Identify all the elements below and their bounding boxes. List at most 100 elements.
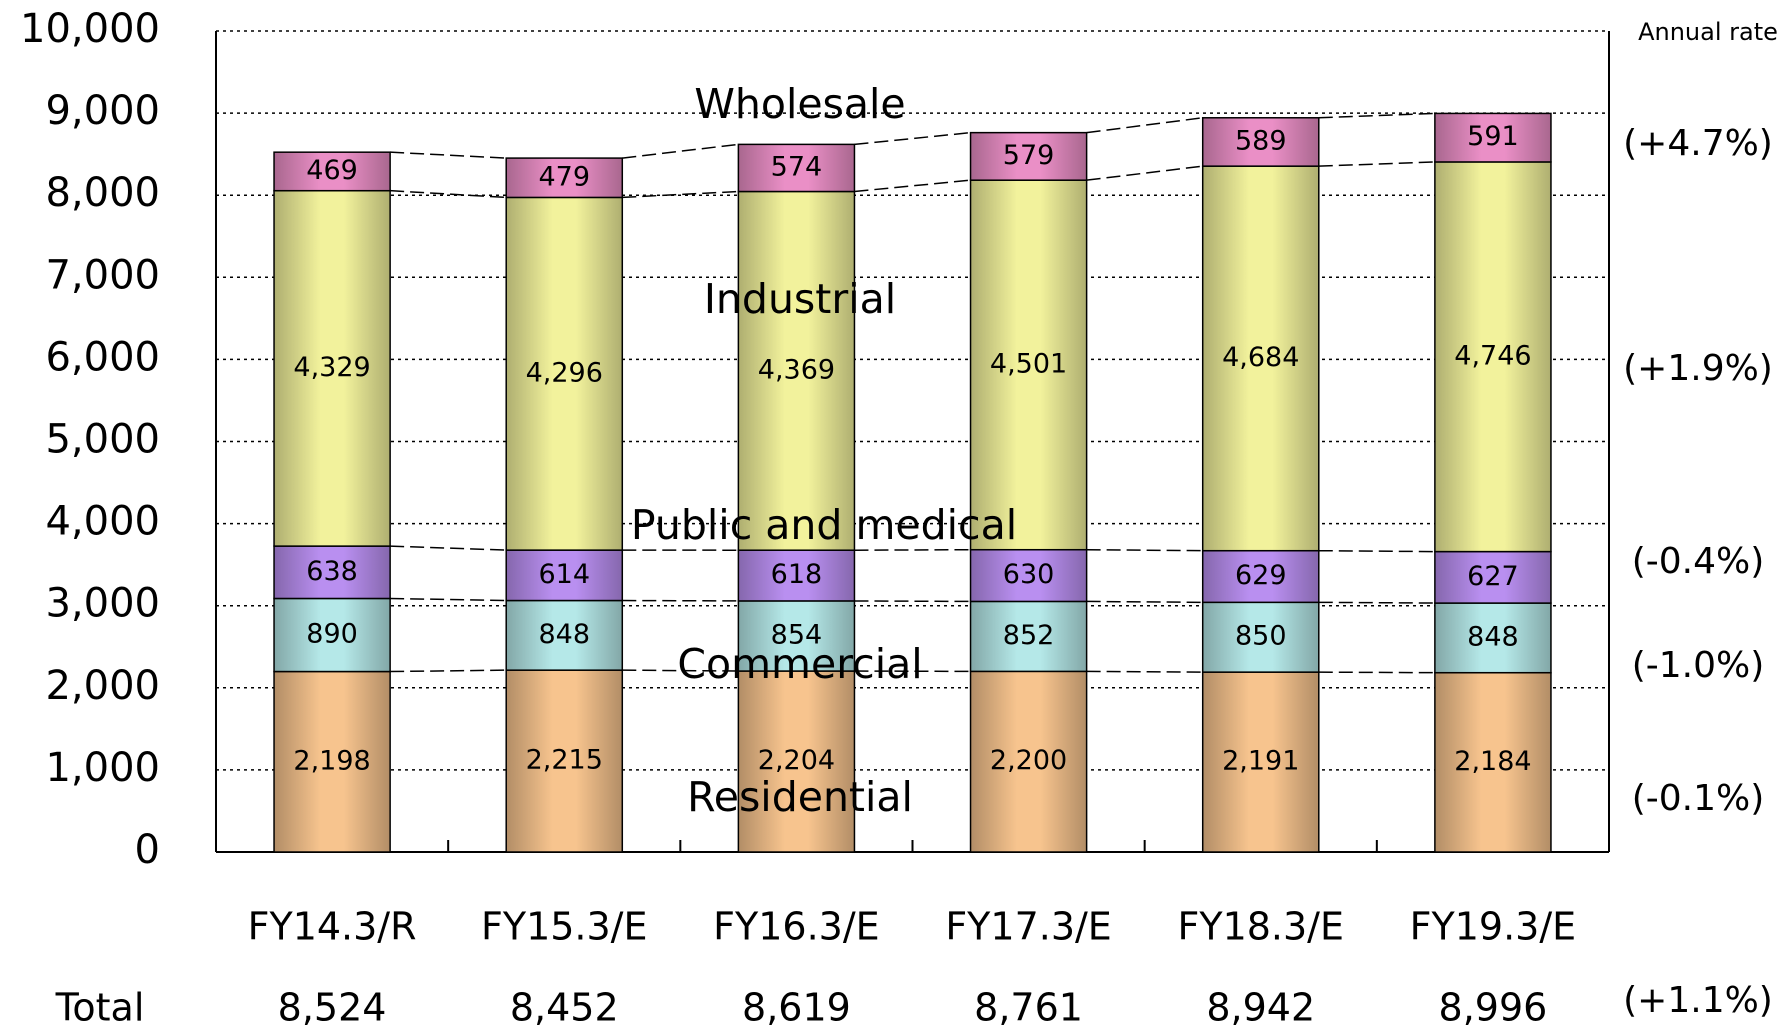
x-tick-label: FY14.3/R (248, 905, 417, 949)
x-tick-label: FY16.3/E (713, 905, 880, 949)
rate-label: (-1.0%) (1632, 645, 1765, 686)
value-label: 4,501 (990, 348, 1067, 379)
bar-shade (274, 598, 391, 672)
bar-shade (506, 600, 623, 671)
series-label: Residential (687, 773, 913, 821)
bar-shade (1434, 551, 1551, 604)
rate-label: (-0.4%) (1632, 541, 1765, 582)
y-tick-label: 6,000 (45, 334, 160, 380)
value-label: 2,191 (1222, 746, 1299, 777)
total-label: 8,996 (1439, 986, 1548, 1029)
value-label: 852 (1003, 620, 1055, 651)
bar-shade (738, 191, 855, 551)
x-tick-label: FY17.3/E (945, 905, 1112, 949)
connector-line (390, 545, 507, 551)
y-tick-label: 2,000 (45, 663, 160, 709)
connector-line (1086, 165, 1203, 181)
connector-line (390, 151, 507, 159)
value-label: 848 (538, 619, 590, 650)
total-label: 8,524 (278, 986, 387, 1029)
x-tick-label: FY19.3/E (1410, 905, 1577, 949)
total-label: 8,942 (1206, 986, 1315, 1029)
total-label: 8,761 (974, 986, 1083, 1029)
value-label: 2,198 (293, 745, 370, 776)
value-label: 2,184 (1454, 746, 1531, 777)
value-label: 850 (1235, 621, 1287, 652)
series-label: Commercial (677, 640, 922, 688)
connector-line (1318, 112, 1435, 119)
bar-shade (970, 671, 1087, 852)
value-label: 589 (1235, 125, 1287, 156)
value-label: 579 (1003, 140, 1055, 171)
value-label: 2,204 (758, 745, 835, 776)
value-label: 854 (771, 619, 823, 650)
connector-line (1318, 601, 1435, 604)
value-label: 618 (771, 559, 823, 590)
rate-label: (+1.9%) (1623, 348, 1773, 389)
bar-shade (970, 180, 1087, 550)
connector-line (622, 143, 739, 159)
y-tick-label: 10,000 (20, 6, 160, 52)
bar-shade (274, 671, 391, 852)
bar-shade (506, 550, 623, 601)
value-label: 2,200 (990, 745, 1067, 776)
bar-shade (1202, 672, 1319, 852)
value-label: 848 (1467, 621, 1519, 652)
bar-shade (1202, 166, 1319, 551)
y-tick-label: 7,000 (45, 252, 160, 298)
rate-label: (-0.1%) (1632, 778, 1765, 819)
value-label: 4,746 (1454, 340, 1531, 371)
connector-line (1086, 670, 1203, 673)
value-label: 469 (306, 155, 358, 186)
y-tick-label: 4,000 (45, 499, 160, 545)
bar-shade (274, 546, 391, 599)
connector-line (854, 179, 971, 193)
bar-shade (738, 600, 855, 672)
bar-shade (970, 132, 1087, 181)
bar-shade (970, 549, 1087, 602)
total-label: 8,619 (742, 986, 851, 1029)
value-label: 574 (771, 151, 823, 182)
value-label: 2,215 (526, 745, 603, 776)
bar-shade (1202, 602, 1319, 673)
bar-shade (970, 601, 1087, 672)
bar-shade (738, 144, 855, 192)
bar-shade (1434, 603, 1551, 673)
value-label: 4,329 (293, 352, 370, 383)
x-tick-label: FY18.3/E (1178, 905, 1345, 949)
y-tick-label: 1,000 (45, 745, 160, 791)
bar-shade (506, 197, 623, 551)
value-label: 638 (306, 556, 358, 587)
bar-shade (738, 550, 855, 601)
x-tick-label: FY15.3/E (481, 905, 648, 949)
rate-header: Annual rate (1638, 18, 1778, 46)
y-tick-label: 8,000 (45, 170, 160, 216)
bar-shade (506, 158, 623, 198)
value-label: 629 (1235, 560, 1287, 591)
value-label: 627 (1467, 561, 1519, 592)
connector-line (390, 189, 507, 199)
connector-line (1318, 161, 1435, 167)
connector-line (390, 669, 507, 673)
y-tick-label: 3,000 (45, 581, 160, 627)
bar-shade (1434, 113, 1551, 162)
value-label: 4,684 (1222, 342, 1299, 373)
value-label: 614 (538, 559, 590, 590)
bar-shade (1434, 161, 1551, 552)
total-label: Total (55, 986, 145, 1029)
bar-shade (1202, 117, 1319, 167)
bar-shade (274, 190, 391, 547)
bar-shade (506, 670, 623, 852)
y-tick-label: 0 (135, 827, 160, 873)
connector-line (1318, 549, 1435, 553)
rate-label: (+4.7%) (1623, 123, 1773, 164)
bar-shade (1202, 550, 1319, 603)
connector-line (854, 131, 971, 146)
connector-line (390, 597, 507, 602)
y-tick-label: 5,000 (45, 417, 160, 463)
connector-line (1086, 117, 1203, 134)
bar-shade (1434, 672, 1551, 852)
y-tick-label: 9,000 (45, 88, 160, 134)
series-label: Public and medical (631, 501, 1017, 549)
value-label: 591 (1467, 121, 1519, 152)
